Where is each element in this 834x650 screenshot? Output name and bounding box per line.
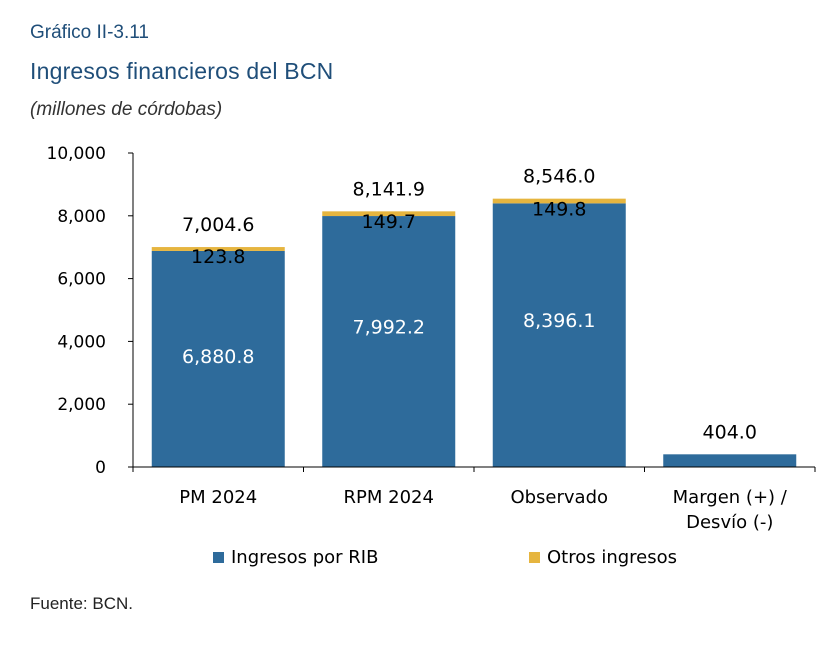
data-label-rib: 6,880.8 [182,346,255,368]
data-label-total: 8,546.0 [523,166,596,188]
source-note: Fuente: BCN. [30,594,133,613]
legend-swatch-ingresos-rib [213,552,224,563]
bar-ingresos-rib [322,216,456,467]
bar-ingresos-rib [151,250,285,467]
bar-ingresos-rib [663,454,797,467]
bar-otros-ingresos [322,211,456,217]
bar-ingresos-rib [492,203,626,467]
x-tick-label: PM 2024 [179,487,257,508]
y-tick-label: 4,000 [57,332,106,352]
legend-label-ingresos-rib: Ingresos por RIB [231,547,378,568]
data-label-total: 404.0 [703,421,757,443]
x-tick-label: RPM 2024 [344,487,434,508]
y-tick-label: 8,000 [57,207,106,227]
chart-unit: (millones de córdobas) [30,99,223,120]
bar-otros-ingresos [492,198,626,204]
y-tick-label: 2,000 [57,395,106,415]
data-label-total: 8,141.9 [352,178,425,200]
legend-label-otros-ingresos: Otros ingresos [547,547,677,568]
data-label-otros: 123.8 [191,246,245,268]
x-tick-label: Desvío (-) [686,512,773,533]
x-tick-label: Observado [510,487,608,508]
chart-title: Ingresos financieros del BCN [30,58,334,84]
legend-swatch-otros-ingresos [529,552,540,563]
data-label-rib: 8,396.1 [523,310,596,332]
data-label-otros: 149.7 [362,211,416,233]
y-tick-label: 6,000 [57,270,106,290]
figure-number: Gráfico II-3.11 [30,22,149,43]
data-label-total: 7,004.6 [182,214,255,236]
y-tick-label: 0 [95,458,106,478]
y-tick-label: 10,000 [47,144,106,164]
data-label-rib: 7,992.2 [352,317,425,339]
bar-otros-ingresos [151,247,285,251]
x-tick-label: Margen (+) / [673,487,788,508]
data-label-otros: 149.8 [532,198,586,220]
